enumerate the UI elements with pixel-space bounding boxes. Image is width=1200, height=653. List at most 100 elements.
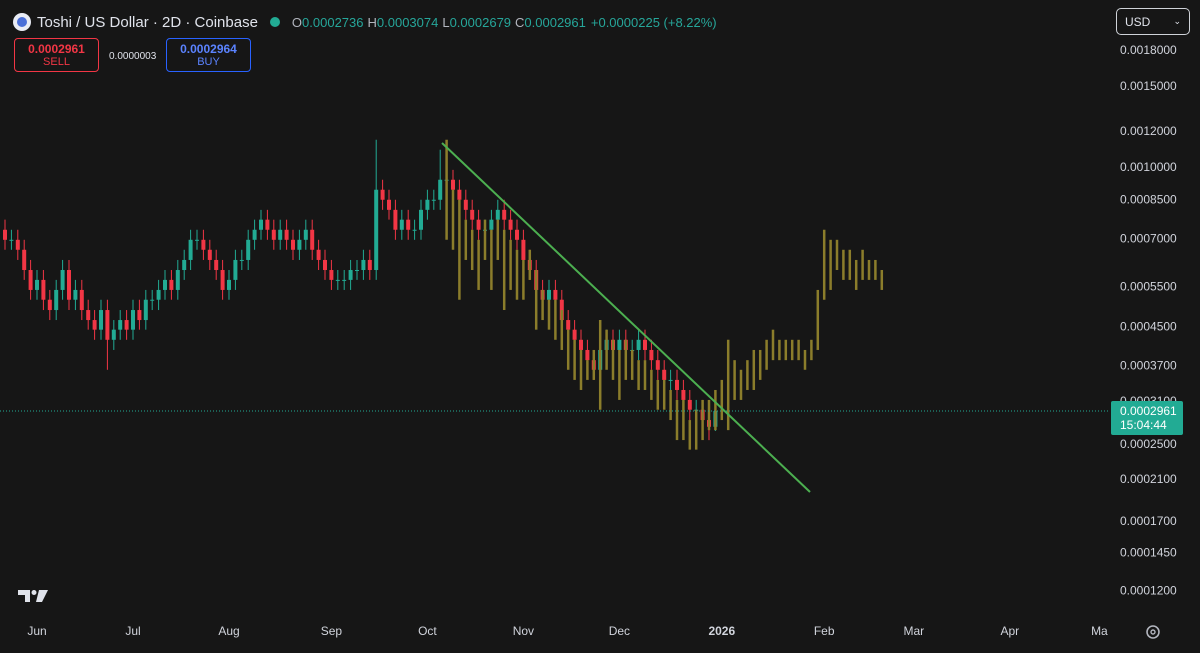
candle-body	[380, 189, 385, 200]
candle-body	[361, 259, 366, 271]
plot	[3, 139, 884, 450]
close-value: 0.0002961	[524, 14, 586, 30]
candle-body	[188, 239, 193, 260]
candle-body	[425, 199, 430, 210]
candle-body	[233, 259, 238, 280]
candle-body	[201, 239, 206, 250]
trend-line	[441, 142, 811, 493]
candle-body	[662, 369, 667, 380]
candle-body	[515, 229, 519, 240]
candle-body	[195, 239, 199, 241]
buy-label: BUY	[197, 56, 220, 68]
candle-body	[636, 339, 641, 350]
y-tick-label: 0.0003700	[1120, 359, 1177, 373]
candle-body	[41, 279, 46, 300]
candle-body	[303, 229, 308, 240]
candle-body	[163, 279, 167, 290]
y-tick-label: 0.0001200	[1120, 584, 1177, 598]
y-tick-label: 0.0002500	[1120, 437, 1177, 451]
y-tick-label: 0.0002100	[1120, 472, 1177, 486]
candle-body	[310, 229, 315, 250]
candle-body	[643, 339, 647, 350]
y-tick-label: 0.0008500	[1120, 193, 1177, 207]
candle-body	[438, 179, 443, 200]
candle-body	[175, 270, 180, 290]
candle-body	[28, 270, 33, 290]
candle-body	[489, 219, 494, 230]
x-tick-label: Mar	[903, 624, 924, 638]
x-tick-label: Jun	[27, 624, 46, 638]
high-label: H	[367, 14, 377, 30]
candle-body	[278, 229, 283, 240]
candle-body	[124, 320, 129, 330]
candle-body	[227, 279, 231, 290]
candle-body	[649, 349, 654, 361]
candle-body	[35, 279, 39, 290]
sell-price: 0.0002961	[28, 42, 85, 56]
candle-body	[406, 219, 411, 230]
symbol-title[interactable]: Toshi / US Dollar · 2D · Coinbase	[37, 13, 258, 31]
candle-body	[67, 270, 71, 300]
settings-icon[interactable]	[1146, 625, 1160, 639]
change: +0.0000225 (+8.22%)	[590, 14, 717, 30]
x-tick-label: 2026	[708, 624, 735, 638]
candle-body	[60, 270, 65, 290]
high-value: 0.0003074	[376, 14, 439, 30]
candle-body	[374, 189, 379, 271]
currency-select[interactable]: USD ⌄	[1116, 8, 1190, 35]
low-label: L	[442, 14, 450, 30]
countdown: 15:04:44	[1120, 418, 1167, 432]
candle-body	[399, 219, 404, 230]
candle-body	[214, 259, 219, 271]
open-value: 0.0002736	[302, 14, 364, 30]
candle-body	[73, 289, 78, 300]
candle-body	[463, 199, 468, 210]
candle-body	[143, 299, 148, 321]
y-tick-label: 0.0018000	[1120, 43, 1177, 57]
candle-body	[687, 399, 692, 410]
candle-body	[393, 209, 398, 230]
tradingview-logo	[18, 590, 48, 602]
y-tick-label: 0.0012000	[1120, 124, 1177, 138]
candle-body	[297, 239, 302, 250]
candle-body	[271, 229, 276, 240]
y-tick-label: 0.0005500	[1120, 280, 1177, 294]
candle-body	[367, 259, 372, 271]
sell-button[interactable]: 0.0002961 SELL	[14, 38, 99, 72]
candle-body	[131, 310, 135, 330]
sell-label: SELL	[43, 56, 70, 68]
y-tick-label: 0.0007000	[1120, 231, 1177, 245]
candle-body	[79, 289, 84, 311]
candle-body	[169, 279, 174, 290]
x-tick-label: Feb	[814, 624, 835, 638]
symbol-logo	[13, 13, 31, 31]
x-tick-label: Aug	[218, 624, 239, 638]
candle-body	[86, 310, 91, 321]
candle-body	[476, 219, 481, 230]
y-tick-label: 0.0001700	[1120, 514, 1177, 528]
candle-body	[553, 289, 558, 300]
x-tick-label: Oct	[418, 624, 437, 638]
candle-body	[291, 239, 295, 250]
y-tick-label: 0.0015000	[1120, 79, 1177, 93]
candle-body	[559, 299, 564, 321]
candle-body	[47, 299, 52, 311]
candle-body	[387, 199, 391, 210]
candle-body	[547, 289, 551, 300]
candle-body	[585, 349, 590, 361]
candle-body	[220, 270, 225, 290]
candle-body	[207, 249, 212, 260]
buy-button[interactable]: 0.0002964 BUY	[166, 38, 251, 72]
market-status	[269, 17, 280, 27]
y-tick-label: 0.0010000	[1120, 160, 1177, 174]
candle-body	[457, 189, 462, 200]
candle-body	[323, 259, 327, 271]
candle-body	[105, 310, 110, 340]
candle-body	[431, 199, 436, 201]
candle-body	[137, 310, 142, 321]
candle-body	[239, 259, 244, 261]
candle-body	[451, 179, 455, 190]
candle-body	[355, 270, 359, 272]
candle-body	[681, 389, 686, 400]
